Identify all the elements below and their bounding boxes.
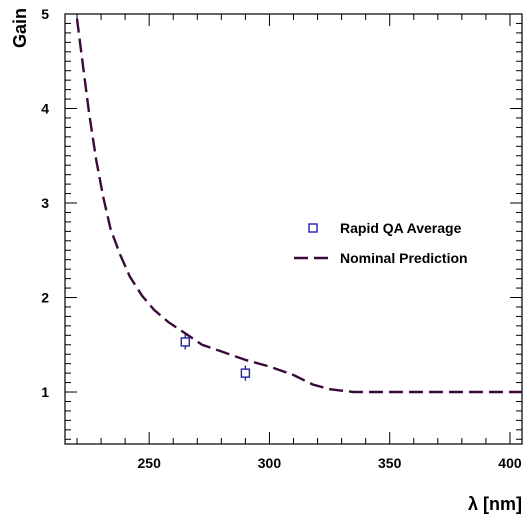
x-tick-label: 350 [378,455,402,471]
tick-labels: 250 300 350 400 1 2 3 4 5 [41,6,522,471]
data-point [240,368,251,378]
legend-label: Nominal Prediction [340,250,468,266]
y-tick-label: 1 [41,384,49,400]
axis-ticks [65,13,522,444]
x-tick-label: 250 [138,455,162,471]
nominal-prediction-line [75,18,522,394]
y-tick-label: 2 [41,290,49,306]
data-point [180,337,190,347]
legend-label: Rapid QA Average [340,220,462,236]
x-tick-label: 300 [258,455,282,471]
series-layer [75,18,522,394]
legend: Rapid QA Average Nominal Prediction [294,220,468,266]
y-tick-label: 5 [41,6,49,22]
x-axis-title: λ [nm] [468,494,522,514]
legend-square-marker [308,223,318,233]
y-axis-title: Gain [10,8,30,48]
y-tick-label: 3 [41,195,49,211]
y-tick-label: 4 [41,101,49,117]
x-tick-label: 400 [498,455,522,471]
